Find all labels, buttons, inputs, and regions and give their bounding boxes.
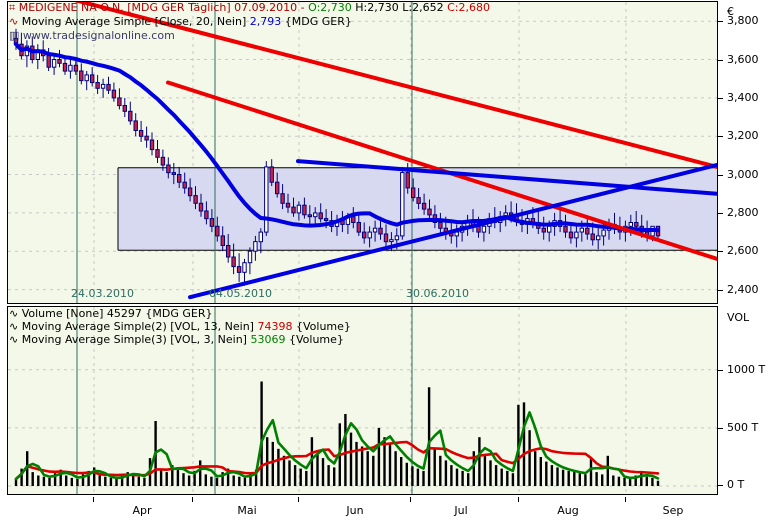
date-marker-label-2: 04.05.2010 xyxy=(209,287,272,300)
volume-axis-tick xyxy=(718,485,723,486)
volume-chart-panel[interactable] xyxy=(7,306,718,495)
price-axis-label: 2,600 xyxy=(727,244,759,258)
price-axis-unit: € xyxy=(727,5,734,18)
watermark-text: www.tradesignalonline.com xyxy=(22,29,175,42)
ma-value: 2,793 xyxy=(249,15,282,28)
volume-axis-unit: VOL xyxy=(727,311,750,324)
wave-icon: ∿ xyxy=(9,307,19,320)
price-axis-label: 2,400 xyxy=(727,282,759,296)
month-axis: Apr Mai Jun Jul Aug Sep xyxy=(7,495,718,520)
candlestick-icon: ⌗ xyxy=(9,1,16,14)
month-tick xyxy=(518,497,519,502)
ma3-value: 53069 xyxy=(250,333,286,346)
price-axis-tick xyxy=(718,174,723,176)
volume-header-line: ∿ Volume [None] 45297 {MDG GER} xyxy=(9,308,213,320)
month-label: Aug xyxy=(557,504,579,517)
price-axis[interactable]: € 3,800 3,600 3,400 3,200 3,000 2,800 2,600 2,4… xyxy=(718,1,769,304)
month-tick xyxy=(192,497,193,502)
month-label: Sep xyxy=(662,504,684,517)
volume-axis-label: 1000 T xyxy=(727,363,766,377)
price-axis-tick xyxy=(718,97,723,99)
volume-axis-label: 0 T xyxy=(727,478,745,491)
ma3-source: {Volume} xyxy=(288,333,344,346)
volume-ma3-line: ∿ Moving Average Simple(3) [VOL, 3, Nein… xyxy=(9,334,344,346)
price-axis-label: 3,400 xyxy=(727,90,759,104)
volume-axis-tick xyxy=(718,427,723,429)
month-tick xyxy=(625,497,626,502)
volume-ma13-line: ∿ Moving Average Simple(2) [VOL, 13, Nei… xyxy=(9,321,351,333)
wave-icon: ∿ xyxy=(9,333,19,346)
open-value: O:2,730 xyxy=(308,1,352,14)
volume-axis-label: 500 T xyxy=(727,420,759,434)
month-label: Mai xyxy=(237,504,257,517)
price-axis-tick xyxy=(718,59,723,61)
wave-icon: ∿ xyxy=(9,320,19,333)
ma13-label: Moving Average Simple(2) [VOL, 13, Nein] xyxy=(21,320,254,333)
price-axis-tick xyxy=(718,251,723,253)
ma13-source: {Volume} xyxy=(295,320,351,333)
volume-label: Volume [None] 45297 {MDG GER} xyxy=(21,307,213,320)
wave-icon: ∿ xyxy=(9,15,19,28)
volume-plot-canvas xyxy=(8,307,717,494)
price-axis-label: 3,600 xyxy=(727,52,759,66)
price-plot-canvas xyxy=(8,2,717,303)
ma-label: Moving Average Simple [Close, 20, Nein] xyxy=(21,15,247,28)
price-chart-panel[interactable] xyxy=(7,1,718,304)
month-tick xyxy=(93,497,94,502)
price-axis-tick xyxy=(718,21,723,23)
month-tick xyxy=(410,497,411,502)
price-axis-tick xyxy=(718,289,723,291)
volume-axis[interactable]: VOL 1000 T 500 T 0 T xyxy=(718,306,769,495)
price-header-line: ⌗ MEDIGENE NA O.N. [MDG GER Täglich] 07.… xyxy=(9,2,490,14)
date-marker-label-3: 30.06.2010 xyxy=(406,287,469,300)
price-axis-tick xyxy=(718,212,723,214)
price-axis-label: 3,800 xyxy=(727,14,759,28)
ma-header-line: ∿ Moving Average Simple [Close, 20, Nein… xyxy=(9,16,352,28)
high-value: H:2,730 xyxy=(355,1,399,14)
close-value: C:2,680 xyxy=(447,1,490,14)
logo-icon: ▥ xyxy=(9,29,20,42)
price-axis-label: 2,800 xyxy=(727,205,759,219)
instrument-title: MEDIGENE NA O.N. [MDG GER Täglich] 07.09… xyxy=(18,1,305,14)
price-axis-label: 3,000 xyxy=(727,167,759,181)
low-value: L:2,652 xyxy=(402,1,444,14)
month-tick xyxy=(298,497,299,502)
month-label: Jul xyxy=(454,504,468,517)
month-label: Jun xyxy=(346,504,364,517)
ma-source: {MDG GER} xyxy=(284,15,352,28)
volume-axis-tick xyxy=(718,370,723,372)
date-marker-label-1: 24.03.2010 xyxy=(71,287,134,300)
month-label: Apr xyxy=(132,504,152,517)
ma13-value: 74398 xyxy=(257,320,293,333)
price-axis-label: 3,200 xyxy=(727,129,759,143)
ma3-label: Moving Average Simple(3) [VOL, 3, Nein] xyxy=(21,333,247,346)
price-axis-tick xyxy=(718,136,723,138)
watermark-line: ▥ www.tradesignalonline.com xyxy=(9,30,175,42)
